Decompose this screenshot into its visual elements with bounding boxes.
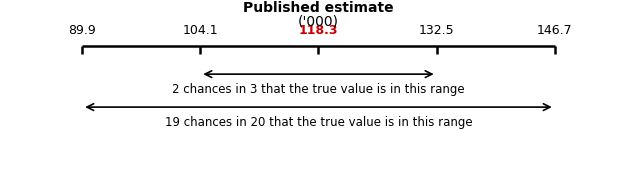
Text: 146.7: 146.7 <box>537 24 573 37</box>
Text: 19 chances in 20 that the true value is in this range: 19 chances in 20 that the true value is … <box>165 116 472 129</box>
Text: 89.9: 89.9 <box>68 24 96 37</box>
Text: 118.3: 118.3 <box>299 24 338 37</box>
Text: ('000): ('000) <box>298 14 339 28</box>
Text: 104.1: 104.1 <box>183 24 218 37</box>
Text: 2 chances in 3 that the true value is in this range: 2 chances in 3 that the true value is in… <box>172 83 465 96</box>
Text: Published estimate: Published estimate <box>243 1 394 15</box>
Text: 132.5: 132.5 <box>419 24 454 37</box>
